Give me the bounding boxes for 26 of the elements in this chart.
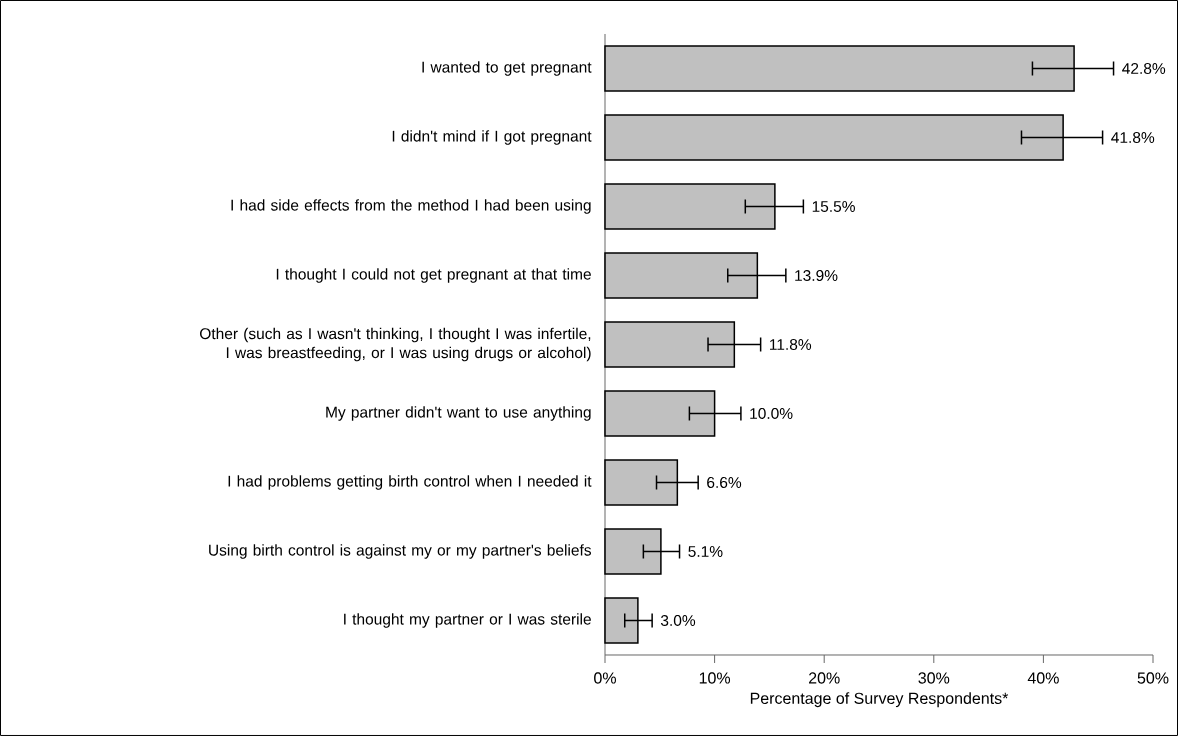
y-tick-label: I thought I could not get pregnant at that time: [276, 268, 591, 283]
data-label: 41.8%: [1111, 132, 1155, 143]
y-tick-label: I thought my partner or I was sterile: [344, 613, 591, 628]
x-tick-label: 50%: [1137, 672, 1169, 684]
bar: [604, 390, 716, 437]
data-label: 15.5%: [812, 201, 855, 212]
data-label: 42.8%: [1122, 63, 1166, 74]
y-tick-label: I had side effects from the method I had been using: [231, 199, 591, 214]
y-tick-label: Other (such as I wasn't thinking, I thought I was infertile, I was breastfeeding, or I was using drugs or alcohol): [200, 327, 591, 362]
x-tick-label: 30%: [918, 672, 950, 684]
data-label: 11.8%: [770, 339, 812, 350]
y-tick-label: Using birth control is against my or my partner's beliefs: [209, 544, 592, 559]
x-tick-label: 40%: [1027, 672, 1059, 684]
x-tick-label: 20%: [809, 672, 840, 684]
y-tick-label: I had problems getting birth control when I needed it: [228, 475, 592, 490]
x-tick-label: 10%: [699, 672, 731, 684]
data-label: 6.6%: [707, 477, 742, 488]
y-tick-label: I wanted to get pregnant: [422, 61, 592, 76]
x-tick-label: 0%: [594, 672, 616, 684]
data-label: 13.9%: [795, 270, 838, 281]
x-axis-title: Percentage of Survey Respondents*: [750, 692, 1009, 708]
y-tick-label: My partner didn't want to use anything: [326, 406, 591, 421]
data-label: 10.0%: [750, 408, 793, 419]
data-label: 3.0%: [660, 615, 696, 626]
data-label: 5.1%: [688, 546, 723, 557]
y-tick-label: I didn't mind if I got pregnant: [392, 130, 592, 145]
